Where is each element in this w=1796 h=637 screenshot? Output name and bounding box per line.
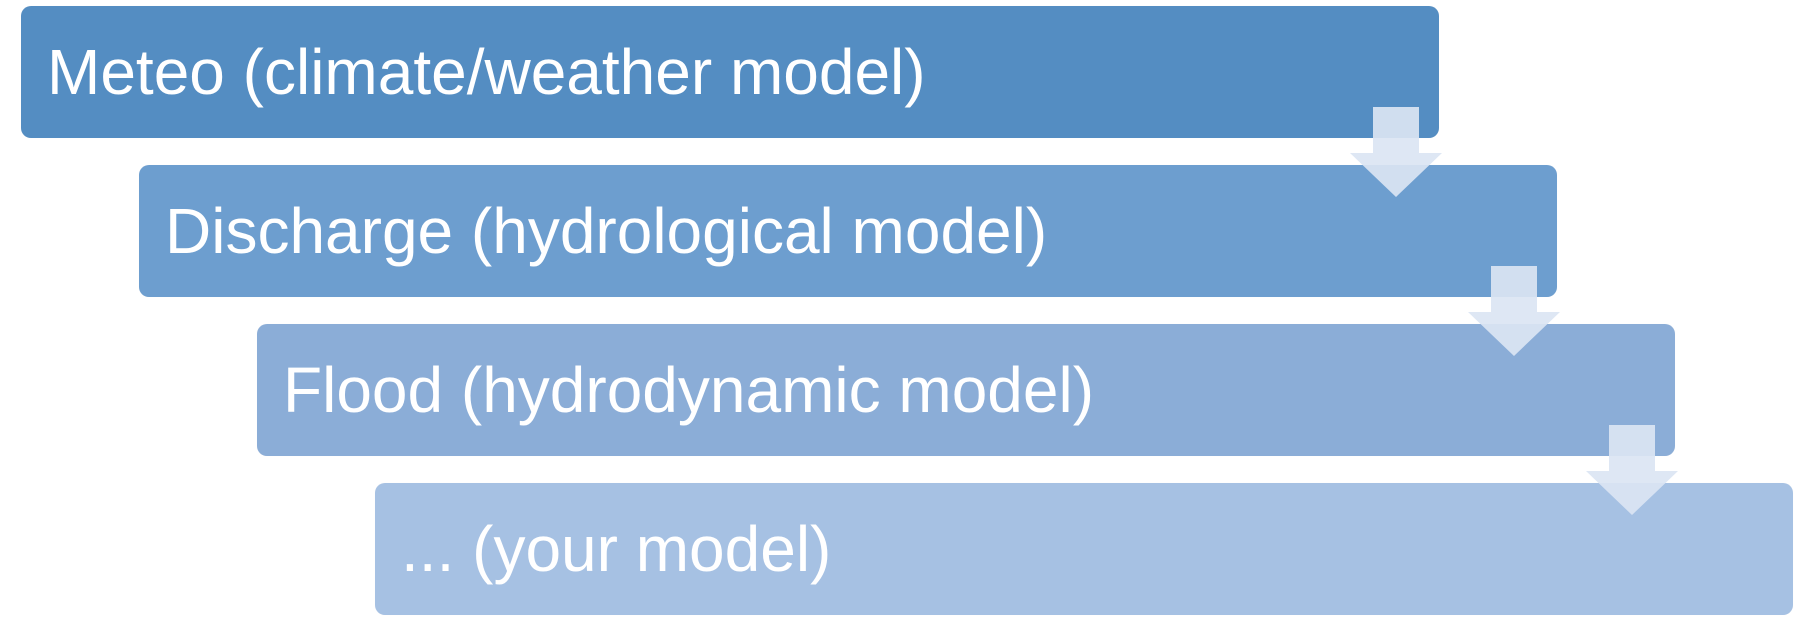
process-step-discharge: Discharge (hydrological model) [139, 165, 1557, 297]
process-step-your-model: ... (your model) [375, 483, 1793, 615]
step-label: Meteo (climate/weather model) [47, 36, 926, 108]
process-step-flood: Flood (hydrodynamic model) [257, 324, 1675, 456]
step-label: Flood (hydrodynamic model) [283, 354, 1094, 426]
down-arrow-icon [1350, 107, 1442, 197]
process-step-meteo: Meteo (climate/weather model) [21, 6, 1439, 138]
down-arrow-icon [1468, 266, 1560, 356]
step-label: Discharge (hydrological model) [165, 195, 1048, 267]
step-label: ... (your model) [401, 513, 832, 585]
down-arrow-icon [1586, 425, 1678, 515]
